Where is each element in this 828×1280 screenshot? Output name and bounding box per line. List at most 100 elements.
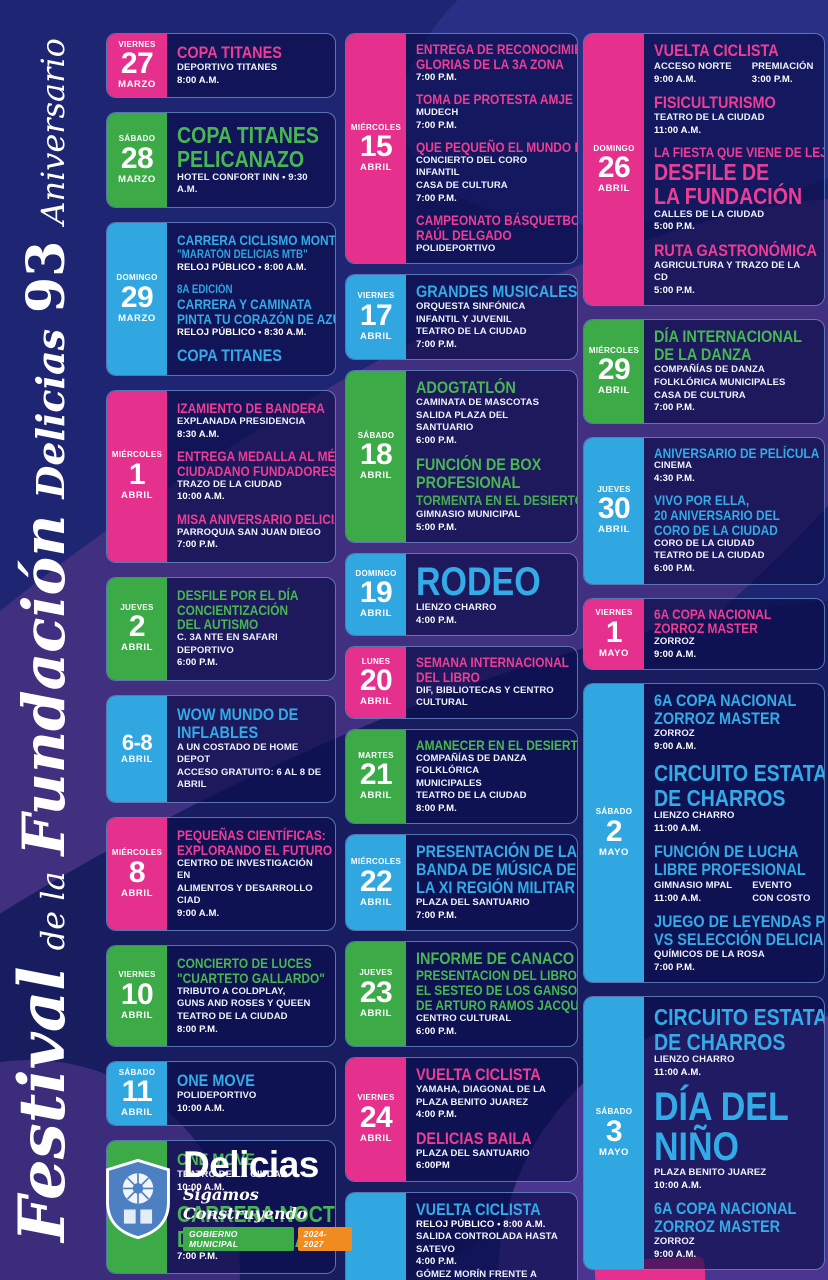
badge-month: ABRIL xyxy=(359,790,393,802)
event-title: ENTREGA MEDALLA AL MÉRITO xyxy=(177,448,336,465)
event-time: 5:00 P.M. xyxy=(416,521,457,533)
event-detail: LIENZO CHARRO xyxy=(416,602,497,614)
event-detail: FOLKLÓRICA MUNICIPALES xyxy=(654,376,786,388)
badge-weekday: MIÉRCOLES xyxy=(588,345,640,355)
event-title: COPA TITANES xyxy=(177,43,282,62)
event-detail: PLAZA BENITO JUAREZ xyxy=(416,1096,529,1108)
event-time: 4:00 P.M. xyxy=(416,1109,457,1121)
event-detail: PLAZA BENITO JUAREZ xyxy=(654,1167,767,1179)
event-time: 8:00 P.M. xyxy=(177,1023,218,1035)
badge-weekday: DOMINGO xyxy=(116,273,158,283)
date-badge: MARTES 21 ABRIL xyxy=(346,729,406,824)
event-time: 4:00 P.M. xyxy=(416,1256,457,1268)
event-card: LUNES 20 ABRIL SEMANA INTERNACIONAL DEL LIBR… xyxy=(345,646,578,719)
event-title: 6A COPA NACIONAL xyxy=(654,1199,797,1219)
badge-month: ABRIL xyxy=(359,696,393,708)
event-title: DEL LIBRO xyxy=(416,668,480,685)
event-detail: DEPORTIVO TITANES xyxy=(177,62,278,74)
event-title: CIRCUITO ESTATAL xyxy=(654,760,825,787)
event-detail: CENTRO CULTURAL xyxy=(416,1012,512,1024)
event-time: 5:00 P.M. xyxy=(654,221,695,233)
date-badge: JUEVES 2 ABRIL xyxy=(107,577,167,680)
event-card: MARTES 21 ABRIL AMANECER EN EL DESIERTO COMP… xyxy=(345,728,578,825)
event-title: QUE PEQUEÑO EL MUNDO ES xyxy=(416,139,578,156)
event-title: NIÑO xyxy=(654,1125,739,1170)
event-title: COPA TITANES xyxy=(177,122,319,149)
event-card-body: ONE MOVE POLIDEPORTIVO 10:00 A.M. xyxy=(167,1062,335,1125)
event-card-body: PRESENTACIÓN DE LA BANDA DE MÚSICA DE LA X… xyxy=(406,835,577,930)
gov-label-badge: GOBIERNO MUNICIPAL xyxy=(183,1227,294,1251)
events-column-3: DOMINGO 26 ABRIL VUELTA CICLISTA ACCESO NORT… xyxy=(583,33,825,1280)
event-detail: ORQUESTA SINFÓNICA xyxy=(416,301,526,313)
event-detail: AGRICULTURA Y TRAZO DE LA CD xyxy=(654,259,800,284)
event-title: INFORME DE CANACO xyxy=(416,949,575,969)
badge-day-number: 28 xyxy=(120,141,154,175)
event-detail: GIMNASIO MPAL xyxy=(654,880,733,892)
event-title: GLORIAS DE LA 3A ZONA xyxy=(416,55,564,72)
event-title: VUELTA CICLISTA xyxy=(416,1065,541,1085)
event-title: RUTA GASTRONÓMICA xyxy=(654,240,817,260)
event-detail: EXPLANADA PRESIDENCIA xyxy=(177,416,306,428)
event-card-body: INFORME DE CANACO PRESENTACION DEL LIBRO:… xyxy=(406,942,577,1046)
event-card-body: COPA TITANES DEPORTIVO TITANES 8:00 A.M. xyxy=(167,34,335,97)
event-detail: COMPAÑÍAS DE DANZA xyxy=(654,364,765,376)
event-detail: DIF, BIBLIOTECAS Y CENTRO CULTURAL xyxy=(416,684,554,709)
event-card: VIERNES 1 MAYO 6A COPA NACIONAL ZORROZ MASTE… xyxy=(583,597,825,671)
date-badge: SÁBADO 11 ABRIL xyxy=(107,1062,167,1126)
date-badge: SÁBADO25ABRIL xyxy=(346,1192,406,1280)
event-title: IZAMIENTO DE BANDERA xyxy=(177,400,325,417)
event-title: AMANECER EN EL DESIERTO xyxy=(416,736,578,753)
badge-day-number: 23 xyxy=(359,975,393,1009)
badge-day-number: 20 xyxy=(359,664,393,698)
event-title: GRANDES MUSICALES xyxy=(416,282,578,302)
event-detail: CAMINATA DE MASCOTAS xyxy=(416,397,540,409)
event-title: PRESENTACIÓN DE LA xyxy=(416,842,578,862)
event-detail-column: EVENTO CON COSTO xyxy=(752,880,810,905)
event-card: 6-8 ABRIL WOW MUNDO DE INFLABLES A UN COSTAD… xyxy=(106,694,336,803)
event-detail: C. 3A NTE EN SAFARI DEPORTIVO xyxy=(177,632,278,656)
event-card-body: SEMANA INTERNACIONAL DEL LIBRO DIF, BIBLIO… xyxy=(406,647,577,718)
event-detail-column: GIMNASIO MPAL 11:00 A.M. xyxy=(654,880,732,905)
event-card: SÁBADO 18 ABRIL ADOGTATLÓN CAMINATA DE MASCO… xyxy=(345,370,578,544)
date-badge: MIÉRCOLES 22 ABRIL xyxy=(346,835,406,931)
event-detail: TEATRO DE LA CIUDAD xyxy=(654,112,765,124)
event-detail: CON COSTO xyxy=(752,892,811,904)
badge-month: ABRIL xyxy=(597,385,631,397)
event-detail-columns: ACCESO NORTE 9:00 A.M. PREMIACIÓN 3:00 P.M. xyxy=(654,61,814,86)
event-title: DE CHARROS xyxy=(654,784,786,811)
event-detail: ZORROZ xyxy=(654,728,695,740)
event-card: VIERNES 17 ABRIL GRANDES MUSICALES ORQUESTA … xyxy=(345,274,578,361)
event-title: MISA ANIVERSARIO DELICIAS xyxy=(177,510,336,527)
badge-month: MAYO xyxy=(598,1146,630,1158)
event-card-body: CONCIERTO DE LUCES "CUARTETO GALLARDO" TRI… xyxy=(167,946,335,1046)
brand-name: Delicias xyxy=(183,1144,319,1185)
event-detail: PREMIACIÓN xyxy=(751,61,814,73)
badge-month: ABRIL xyxy=(359,608,393,620)
event-card: DOMINGO 19 ABRIL RODEO LIENZO CHARRO 4:00 P.M… xyxy=(345,553,578,637)
date-badge: DOMINGO 29 MARZO xyxy=(107,222,167,376)
date-badge: VIERNES 27 MARZO xyxy=(107,34,167,98)
event-card: MIÉRCOLES 29 ABRIL DÍA INTERNACIONAL DE LA D… xyxy=(583,319,825,424)
badge-day-number: 1 xyxy=(128,458,146,492)
event-title: PINTA TU CORAZÓN DE AZUL xyxy=(177,310,336,327)
badge-day-number: 11 xyxy=(121,1075,153,1109)
event-title: SEMANA INTERNACIONAL xyxy=(416,654,569,671)
municipal-logo: Delicias Sigamos Construyendo GOBIERNO M… xyxy=(102,1146,352,1251)
badge-day-number: 15 xyxy=(359,130,393,164)
event-detail: GÓMEZ MORÍN FRENTE A MACLOVIOS xyxy=(416,1268,537,1280)
event-title: CARRERA CICLISMO MONTAÑA xyxy=(177,231,336,248)
event-time: 7:00 P.M. xyxy=(416,119,457,131)
event-time: 8:30 A.M. xyxy=(177,428,220,440)
event-card-body: DESFILE POR EL DÍA CONCIENTIZACIÓN DEL AUT… xyxy=(167,578,335,680)
event-title: DEL AUTISMO xyxy=(177,616,259,633)
badge-weekday: MIÉRCOLES xyxy=(350,122,402,132)
event-title: RAÚL DELGADO xyxy=(416,226,512,243)
badge-weekday: MIÉRCOLES xyxy=(111,848,163,858)
event-title: LA XI REGIÓN MILITAR xyxy=(416,878,575,898)
event-time: 6:00PM xyxy=(416,1160,450,1172)
badge-weekday: SÁBADO xyxy=(118,134,156,144)
event-detail: TEATRO DE LA CIUDAD xyxy=(177,1169,288,1181)
event-detail: SALIDA PLAZA DEL SANTUARIO xyxy=(416,409,509,434)
